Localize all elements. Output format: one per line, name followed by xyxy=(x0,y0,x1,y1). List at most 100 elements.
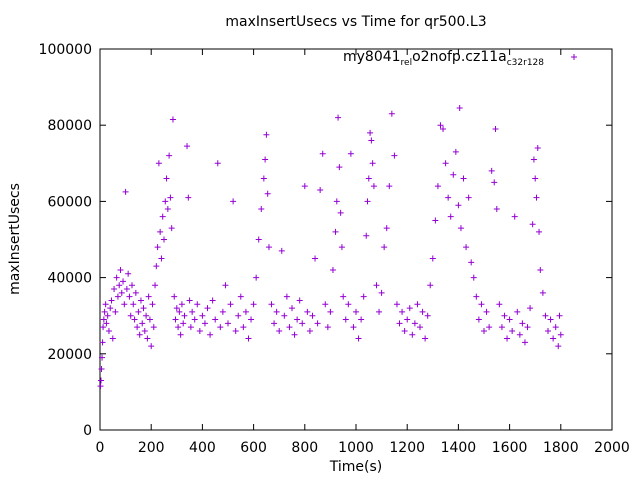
data-point xyxy=(452,148,459,155)
data-point xyxy=(432,217,439,224)
data-point xyxy=(258,206,265,213)
data-point xyxy=(143,312,150,319)
data-point xyxy=(434,183,441,190)
data-point xyxy=(175,324,182,331)
data-point xyxy=(488,167,495,174)
data-point xyxy=(519,320,526,327)
data-point xyxy=(437,122,444,129)
data-point xyxy=(168,225,175,232)
data-point xyxy=(406,305,413,312)
data-point xyxy=(207,331,214,338)
data-point xyxy=(181,312,188,319)
data-point xyxy=(317,186,324,193)
data-point xyxy=(486,324,493,331)
data-point xyxy=(164,206,171,213)
data-point xyxy=(148,343,155,350)
data-point xyxy=(314,320,321,327)
data-point xyxy=(338,244,345,251)
data-point xyxy=(532,175,539,182)
data-point xyxy=(230,198,237,205)
data-point xyxy=(309,312,316,319)
data-point xyxy=(120,278,127,285)
data-point xyxy=(237,293,244,300)
data-point xyxy=(271,320,278,327)
data-point xyxy=(289,305,295,312)
data-point xyxy=(539,289,546,296)
data-point xyxy=(555,343,562,350)
data-point xyxy=(455,202,462,209)
data-point xyxy=(537,266,544,273)
data-point xyxy=(483,308,490,315)
data-point xyxy=(130,301,137,308)
data-point xyxy=(177,331,184,338)
data-point xyxy=(369,160,376,167)
tick-labels: 0 200 400 600 800 1000 1200 1400 1600 1800 2000020… xyxy=(39,42,630,456)
data-point xyxy=(401,327,408,334)
data-point xyxy=(171,293,178,300)
data-point xyxy=(358,316,365,323)
data-point xyxy=(333,198,340,205)
data-point xyxy=(121,301,128,308)
data-point xyxy=(498,324,505,331)
data-point xyxy=(104,312,111,319)
data-point xyxy=(167,194,174,201)
data-point xyxy=(101,308,108,315)
data-point xyxy=(100,324,107,331)
data-point xyxy=(473,293,480,300)
data-point xyxy=(465,194,472,201)
data-point xyxy=(481,327,487,334)
data-point xyxy=(514,308,521,315)
data-point xyxy=(299,320,306,327)
data-point xyxy=(102,301,109,308)
data-point xyxy=(212,316,219,323)
y-tick-label: 20000 xyxy=(47,347,92,363)
data-point xyxy=(118,289,125,296)
data-point xyxy=(222,282,229,289)
data-point xyxy=(201,320,208,327)
legend-marker-symbol xyxy=(571,54,577,60)
data-point xyxy=(98,366,105,373)
data-point xyxy=(100,316,107,323)
data-point xyxy=(131,316,138,323)
data-point xyxy=(199,312,206,319)
chart-title: maxInsertUsecs vs Time for qr500.L3 xyxy=(225,14,486,30)
y-axis-label: maxInsertUsecs xyxy=(7,183,23,295)
y-tick-label: 60000 xyxy=(47,194,92,210)
data-point xyxy=(547,316,554,323)
data-point xyxy=(209,297,216,304)
data-point xyxy=(145,293,152,300)
data-point xyxy=(263,131,270,138)
data-point xyxy=(383,225,390,232)
data-point xyxy=(347,150,354,157)
data-point xyxy=(139,320,146,327)
data-point xyxy=(113,274,120,281)
data-point xyxy=(186,297,193,304)
data-point xyxy=(450,171,457,178)
data-point xyxy=(189,308,196,315)
data-point xyxy=(527,305,534,312)
data-point xyxy=(204,305,211,312)
data-point xyxy=(364,198,371,205)
data-point xyxy=(550,335,557,342)
data-point xyxy=(536,228,543,235)
data-point xyxy=(126,293,133,300)
data-point xyxy=(409,331,416,338)
data-point xyxy=(456,105,463,112)
data-point xyxy=(396,320,403,327)
data-point xyxy=(340,293,347,300)
x-tick-label: 600 xyxy=(240,440,267,456)
data-point xyxy=(496,301,503,308)
data-point xyxy=(530,156,537,163)
data-point xyxy=(337,209,344,216)
data-point xyxy=(283,293,290,300)
data-point xyxy=(355,335,362,342)
data-point xyxy=(336,164,343,171)
data-point xyxy=(422,335,429,342)
data-point xyxy=(506,316,513,323)
data-point xyxy=(159,213,166,220)
data-point xyxy=(125,270,132,277)
y-tick-label: 0 xyxy=(83,423,92,439)
data-point xyxy=(191,316,198,323)
data-point xyxy=(324,324,331,331)
